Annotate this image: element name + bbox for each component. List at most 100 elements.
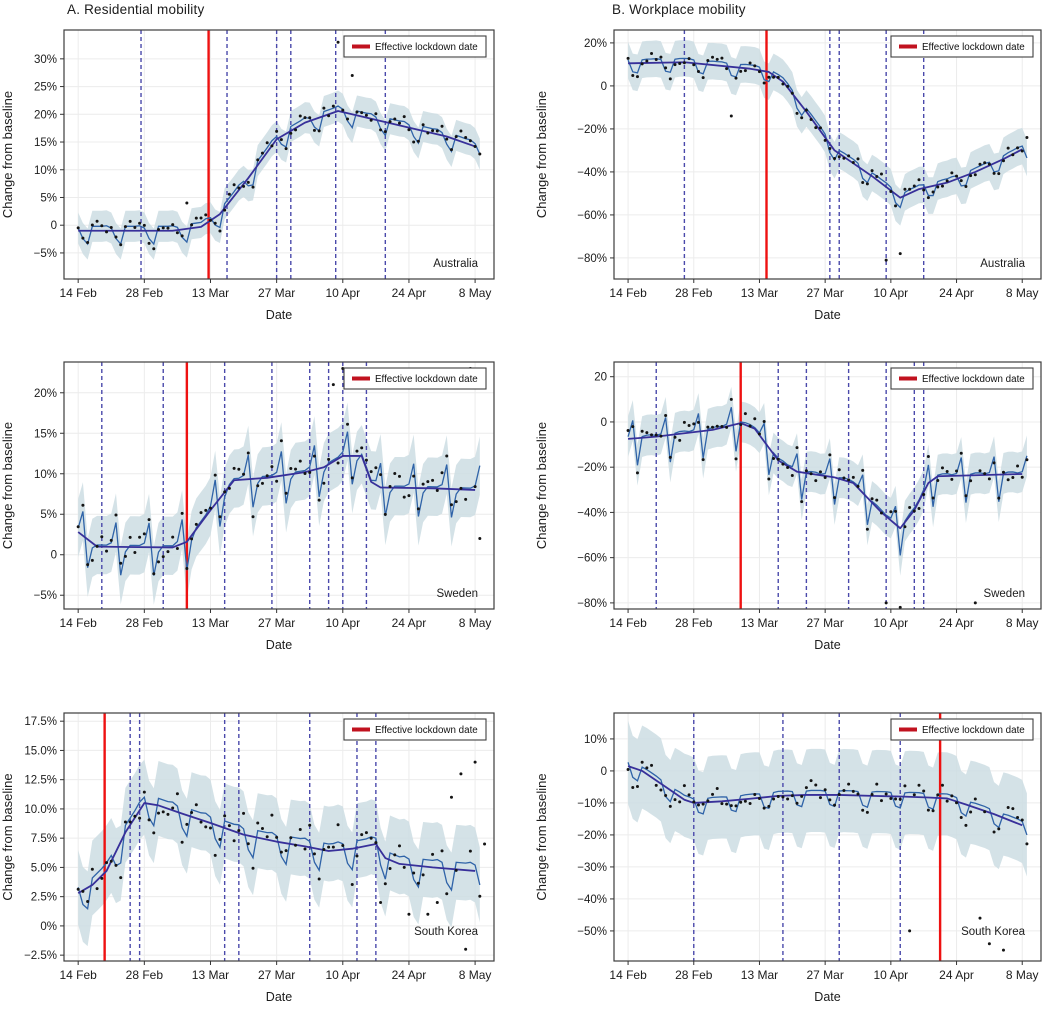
data-point [256,821,260,825]
data-point [678,438,682,442]
data-point [696,420,700,424]
data-point [298,828,302,832]
data-point [1016,146,1020,150]
data-point [776,794,780,798]
data-point [133,814,137,818]
axes: 10% 0 −10% −20% −30% −40% −50% 14 Feb 28 Feb 13 M… [577,734,1038,982]
data-point [795,801,799,805]
scatter-points [626,397,1029,609]
data-point [711,425,715,429]
y-tick-label: 15% [34,137,57,149]
x-tick-label: 14 Feb [59,616,97,630]
intervention-lines [101,362,368,609]
data-point [194,522,198,526]
data-point [912,184,916,188]
data-point [336,823,340,827]
data-point [847,478,851,482]
data-point [256,158,260,162]
data-point [379,473,383,477]
data-point [668,455,672,459]
data-point [270,813,274,817]
axes: 20% 15% 10% 5% 0 −5% 14 Feb 28 Feb 13 Mar 27 Mar 1… [34,388,492,630]
x-tick-label: 8 May [459,286,492,300]
data-point [412,140,416,144]
data-point [654,433,658,437]
data-point [379,128,383,132]
data-point [388,120,392,124]
data-point [865,182,869,186]
data-point [786,84,790,88]
data-point [161,810,165,814]
data-point [232,183,236,187]
data-point [1025,458,1029,462]
data-point [251,866,255,870]
data-point [936,793,940,797]
data-point [884,258,888,262]
data-point [152,831,156,835]
data-point [275,835,279,839]
data-point [1016,815,1020,819]
x-tick-label: 28 Feb [126,616,164,630]
x-tick-label: 24 Apr [392,616,427,630]
data-point [374,841,378,845]
y-tick-label: 10% [34,469,57,481]
data-point [701,458,705,462]
data-point [279,850,283,854]
data-point [955,469,959,473]
data-point [190,811,194,815]
data-point [317,498,321,502]
y-tick-label: 5.0% [31,862,57,874]
data-point [166,550,170,554]
data-point [631,785,635,789]
data-point [696,70,700,74]
chart-south-korea-residential: 17.5%15.0%12.5%10.0%7.5%5.0%2.5%0%−2.5%1… [0,712,495,1004]
data-point [90,223,94,227]
data-point [973,173,977,177]
x-tick-label: 14 Feb [59,968,97,982]
data-point [1011,807,1015,811]
data-point [123,225,127,229]
data-point [926,196,930,200]
y-tick-label: 20% [584,38,607,50]
x-axis-title: Date [266,308,292,322]
data-point [936,185,940,189]
data-point [790,794,794,798]
data-point [992,830,996,834]
data-point [856,792,860,796]
intervention-lines [129,713,377,961]
data-point [804,469,808,473]
data-point [856,157,860,161]
data-point [416,507,420,511]
data-point [767,75,771,79]
data-point [842,788,846,792]
data-point [147,818,151,822]
data-point [926,454,930,458]
data-point [743,412,747,416]
data-point [955,801,959,805]
x-tick-label: 24 Apr [392,968,427,982]
data-point [795,446,799,450]
data-point [1001,948,1005,952]
legend: Effective lockdown date [890,718,1034,741]
data-point [473,144,477,148]
data-point [449,795,453,799]
data-point [682,784,686,788]
data-point [903,784,907,788]
data-point [767,477,771,481]
data-point [190,537,194,541]
trend-line [78,110,476,232]
data-point [279,138,283,142]
data-point [402,865,406,869]
data-point [879,511,883,515]
data-point [90,558,94,562]
data-point [464,135,468,139]
data-point [776,457,780,461]
data-point [626,429,630,433]
data-point [416,139,420,143]
data-point [397,844,401,848]
x-tick-label: 14 Feb [59,286,97,300]
data-point [152,572,156,576]
model-fit-line [627,407,1028,556]
data-point [842,156,846,160]
data-point [133,225,137,229]
